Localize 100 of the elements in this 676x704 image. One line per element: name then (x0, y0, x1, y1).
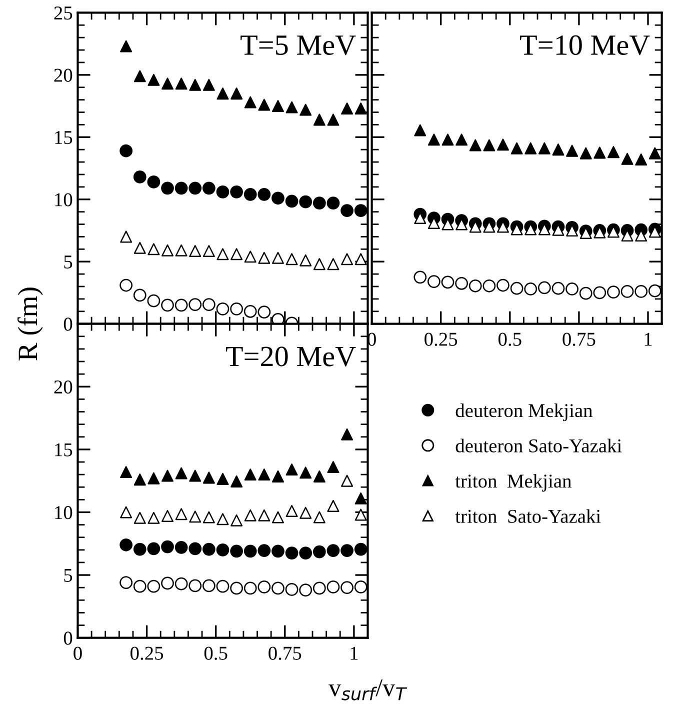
point (313, 258, 326, 270)
point (313, 114, 326, 126)
point (216, 185, 230, 198)
point (286, 253, 298, 266)
point (524, 142, 537, 154)
point (134, 512, 146, 524)
point (230, 514, 243, 526)
point (607, 286, 620, 299)
point (120, 278, 133, 292)
point (428, 275, 440, 288)
point (552, 144, 564, 156)
point (312, 196, 326, 210)
point (162, 470, 174, 482)
point (161, 182, 174, 195)
point (202, 542, 216, 556)
point (326, 196, 340, 210)
point (635, 154, 648, 166)
point (648, 284, 662, 298)
y-tick-label: 5 (64, 256, 72, 269)
point (312, 545, 326, 558)
point (312, 582, 326, 595)
point (175, 78, 188, 90)
point (620, 285, 634, 298)
point (354, 253, 367, 266)
point (133, 580, 146, 593)
point (188, 542, 202, 556)
point (340, 544, 354, 557)
point (202, 472, 215, 484)
y-tick-label: 10 (55, 193, 72, 206)
point (175, 467, 188, 480)
point (216, 543, 230, 556)
point (634, 285, 648, 298)
point (133, 170, 146, 184)
point (648, 147, 661, 160)
point (299, 195, 312, 208)
x-tick-label: 0.75 (562, 332, 596, 346)
point (300, 104, 312, 116)
point (174, 577, 188, 590)
point (285, 583, 298, 596)
x-tick-label: 1 (350, 646, 358, 660)
point (230, 185, 243, 198)
point (133, 542, 146, 556)
y-tick-label: 15 (55, 443, 72, 456)
point (174, 298, 188, 312)
point (134, 242, 146, 254)
point (258, 509, 270, 522)
point (244, 250, 256, 263)
text: T=20 MeV (226, 346, 356, 366)
x-axis-title: v$_{surf}$/v$_{T}$ (328, 679, 408, 700)
point (189, 470, 202, 482)
x-tick-label: 0.75 (268, 646, 302, 660)
point (621, 152, 634, 165)
point (230, 544, 243, 558)
point (133, 288, 146, 302)
point (148, 472, 160, 484)
point (230, 248, 243, 260)
y-tick-label: 10 (55, 506, 72, 520)
point (244, 96, 256, 108)
y-axis-title: R (fm) (17, 288, 43, 360)
point (456, 134, 468, 146)
point (538, 142, 550, 154)
point (258, 252, 270, 264)
point (162, 244, 174, 256)
point (147, 580, 160, 593)
point (313, 470, 326, 482)
point (189, 245, 202, 258)
point (341, 102, 354, 115)
point (161, 576, 174, 590)
point (244, 509, 256, 522)
point (483, 139, 496, 152)
point (510, 142, 523, 154)
legend-label: triton Mekjian (455, 474, 572, 492)
y-tick-label: 25 (54, 6, 72, 20)
point (300, 254, 312, 266)
point (202, 182, 216, 195)
point (272, 544, 284, 558)
point (174, 182, 188, 195)
point (216, 248, 229, 260)
point (120, 40, 132, 52)
point (148, 243, 160, 256)
point (258, 580, 271, 594)
x-tick-label: 1 (644, 332, 652, 346)
point (188, 579, 202, 592)
point (216, 88, 229, 100)
point (244, 544, 257, 558)
point (188, 298, 202, 311)
point (354, 492, 367, 504)
point (162, 78, 174, 90)
point (188, 182, 202, 195)
point (285, 194, 298, 208)
point (230, 582, 243, 595)
point (272, 252, 284, 264)
point (202, 298, 216, 311)
legend-label: triton Sato-Yazaki (455, 509, 601, 523)
x-tick-label: 0.5 (204, 646, 228, 660)
point (341, 428, 354, 440)
point (607, 146, 620, 158)
point (496, 278, 510, 292)
point (244, 582, 257, 595)
point (202, 511, 215, 524)
